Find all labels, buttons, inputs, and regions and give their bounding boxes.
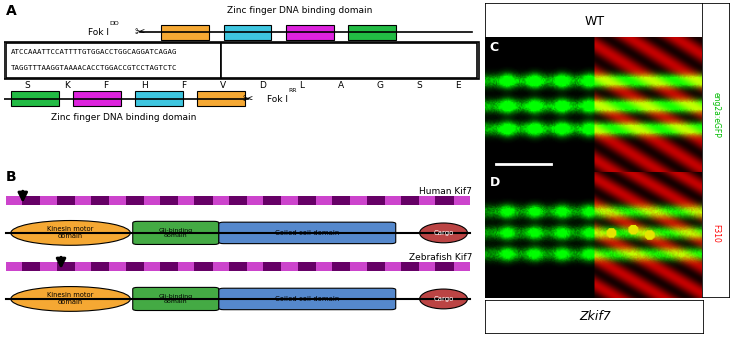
Text: ✂: ✂ [134, 26, 145, 39]
Text: S: S [25, 81, 31, 90]
Text: K: K [64, 81, 69, 90]
FancyBboxPatch shape [285, 25, 334, 40]
Text: DD: DD [110, 21, 120, 26]
FancyBboxPatch shape [6, 262, 470, 271]
Text: Human Kif7: Human Kif7 [419, 187, 472, 196]
Text: E: E [455, 81, 461, 90]
Text: Zinc finger DNA binding domain: Zinc finger DNA binding domain [228, 6, 373, 15]
FancyBboxPatch shape [264, 262, 282, 271]
FancyBboxPatch shape [401, 196, 419, 205]
FancyBboxPatch shape [91, 196, 110, 205]
FancyBboxPatch shape [219, 288, 396, 310]
FancyBboxPatch shape [229, 262, 247, 271]
Text: Gli-binding
domain: Gli-binding domain [158, 227, 193, 238]
FancyBboxPatch shape [264, 196, 282, 205]
FancyBboxPatch shape [133, 287, 219, 310]
Text: L: L [299, 81, 304, 90]
Text: Gli-binding
domain: Gli-binding domain [158, 294, 193, 304]
FancyBboxPatch shape [229, 196, 247, 205]
Text: F310: F310 [712, 224, 721, 243]
FancyBboxPatch shape [702, 3, 730, 298]
Text: D: D [490, 176, 500, 189]
FancyBboxPatch shape [223, 25, 272, 40]
Text: Zinc finger DNA binding domain: Zinc finger DNA binding domain [50, 113, 196, 122]
FancyBboxPatch shape [160, 196, 178, 205]
Ellipse shape [420, 289, 467, 309]
FancyBboxPatch shape [73, 91, 120, 106]
Text: F: F [103, 81, 108, 90]
FancyBboxPatch shape [161, 25, 210, 40]
Ellipse shape [11, 220, 131, 245]
FancyBboxPatch shape [160, 262, 178, 271]
FancyBboxPatch shape [126, 262, 144, 271]
FancyBboxPatch shape [485, 3, 704, 39]
FancyBboxPatch shape [435, 262, 453, 271]
Text: RR: RR [288, 88, 297, 93]
Text: Zebrafish Kif7: Zebrafish Kif7 [409, 253, 472, 262]
Text: Zkif7: Zkif7 [579, 310, 611, 323]
Text: TAGGTTTAAGGTAAAACACCTGGACCGTCCTAGTCTC: TAGGTTTAAGGTAAAACACCTGGACCGTCCTAGTCTC [11, 65, 177, 71]
Text: WT: WT [585, 14, 605, 28]
Text: A: A [6, 3, 17, 18]
Text: F: F [182, 81, 187, 90]
Text: eng2a:eGFP: eng2a:eGFP [712, 92, 721, 139]
Ellipse shape [11, 286, 131, 311]
Text: Cargo: Cargo [434, 230, 454, 236]
FancyBboxPatch shape [332, 262, 350, 271]
Text: Kinesin motor
domain: Kinesin motor domain [47, 226, 93, 239]
FancyBboxPatch shape [366, 262, 385, 271]
Text: ✂: ✂ [242, 93, 253, 105]
FancyBboxPatch shape [126, 196, 144, 205]
Text: Coiled coil domain: Coiled coil domain [275, 296, 339, 302]
FancyBboxPatch shape [221, 43, 477, 78]
FancyBboxPatch shape [348, 25, 396, 40]
Text: Fok I: Fok I [266, 94, 288, 103]
FancyBboxPatch shape [401, 262, 419, 271]
FancyBboxPatch shape [219, 222, 396, 244]
FancyBboxPatch shape [133, 221, 219, 244]
Text: B: B [6, 170, 17, 184]
FancyBboxPatch shape [298, 262, 316, 271]
Text: D: D [259, 81, 266, 90]
FancyBboxPatch shape [332, 196, 350, 205]
FancyBboxPatch shape [91, 262, 110, 271]
FancyBboxPatch shape [485, 300, 704, 334]
Ellipse shape [420, 223, 467, 243]
Text: Coiled coil domain: Coiled coil domain [275, 230, 339, 236]
FancyBboxPatch shape [11, 91, 58, 106]
Text: H: H [142, 81, 148, 90]
Text: C: C [490, 41, 499, 54]
FancyBboxPatch shape [23, 262, 40, 271]
FancyBboxPatch shape [435, 196, 453, 205]
FancyBboxPatch shape [298, 196, 316, 205]
Text: ATCCAAATTCCATTTTGTGGACCTGGCAGGATCAGAG: ATCCAAATTCCATTTTGTGGACCTGGCAGGATCAGAG [11, 49, 177, 55]
FancyBboxPatch shape [197, 91, 245, 106]
Text: G: G [376, 81, 383, 90]
Text: Kinesin motor
domain: Kinesin motor domain [47, 293, 93, 305]
Text: A: A [337, 81, 344, 90]
FancyBboxPatch shape [194, 262, 212, 271]
FancyBboxPatch shape [135, 91, 183, 106]
FancyBboxPatch shape [366, 196, 385, 205]
Text: Fok I: Fok I [88, 28, 109, 37]
FancyBboxPatch shape [23, 196, 40, 205]
Text: S: S [416, 81, 422, 90]
FancyBboxPatch shape [57, 262, 75, 271]
FancyBboxPatch shape [4, 42, 480, 79]
Text: V: V [220, 81, 226, 90]
FancyBboxPatch shape [57, 196, 75, 205]
FancyBboxPatch shape [6, 43, 221, 78]
FancyBboxPatch shape [6, 196, 470, 205]
Text: Cargo: Cargo [434, 296, 454, 302]
FancyBboxPatch shape [194, 196, 212, 205]
